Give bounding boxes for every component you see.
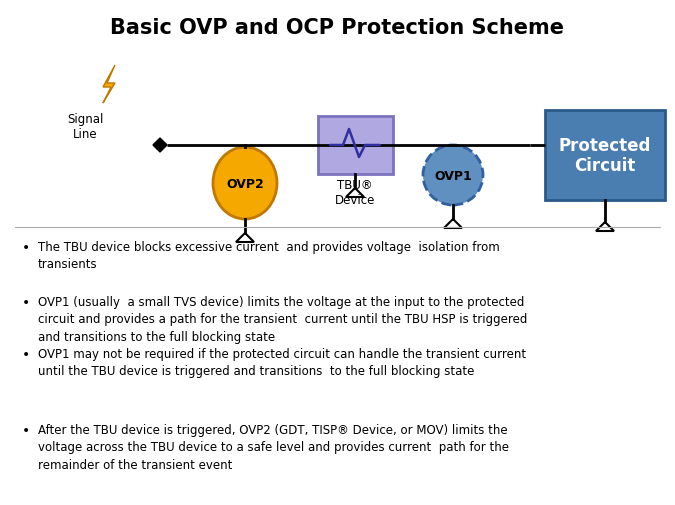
FancyBboxPatch shape [317, 117, 392, 175]
Text: OVP1: OVP1 [434, 169, 472, 182]
Text: Protected
Circuit: Protected Circuit [559, 136, 651, 175]
Ellipse shape [213, 147, 277, 220]
Polygon shape [444, 220, 462, 229]
Text: •: • [22, 295, 30, 310]
Text: TBU®
Device: TBU® Device [335, 179, 375, 207]
Polygon shape [346, 189, 364, 197]
Text: •: • [22, 347, 30, 361]
Polygon shape [596, 223, 614, 231]
Polygon shape [153, 139, 167, 153]
Text: OVP1 may not be required if the protected circuit can handle the transient curre: OVP1 may not be required if the protecte… [38, 347, 526, 378]
FancyBboxPatch shape [545, 111, 665, 200]
Text: •: • [22, 240, 30, 255]
Text: The TBU device blocks excessive current  and provides voltage  isolation from
tr: The TBU device blocks excessive current … [38, 240, 500, 271]
Text: OVP2: OVP2 [226, 177, 264, 190]
Text: •: • [22, 423, 30, 437]
Circle shape [423, 146, 483, 206]
Text: Signal
Line: Signal Line [67, 113, 103, 141]
Text: OVP1 (usually  a small TVS device) limits the voltage at the input to the protec: OVP1 (usually a small TVS device) limits… [38, 295, 527, 343]
Text: Basic OVP and OCP Protection Scheme: Basic OVP and OCP Protection Scheme [110, 18, 564, 38]
Text: After the TBU device is triggered, OVP2 (GDT, TISP® Device, or MOV) limits the
v: After the TBU device is triggered, OVP2 … [38, 423, 509, 471]
Polygon shape [103, 66, 115, 104]
Polygon shape [236, 233, 254, 242]
